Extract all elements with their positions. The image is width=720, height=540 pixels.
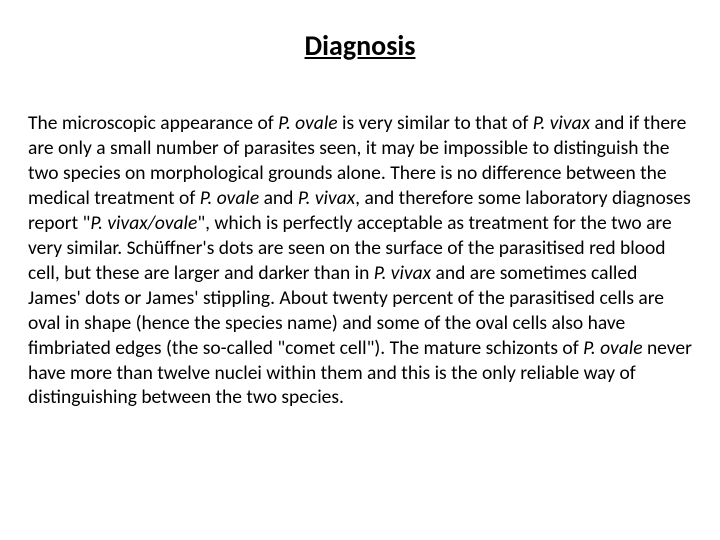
body-text-1: is very similar to that of bbox=[338, 111, 533, 135]
body-text-3: and bbox=[259, 186, 298, 210]
body-italic-5: P. vivax bbox=[374, 261, 431, 285]
body-italic-3: P. vivax bbox=[298, 186, 355, 210]
body-italic-6: P. ovale bbox=[583, 336, 642, 360]
body-text-0: The microscopic appearance of bbox=[28, 111, 278, 135]
body-italic-1: P. vivax bbox=[533, 111, 590, 135]
slide-title: Diagnosis bbox=[28, 28, 692, 63]
body-italic-4: P. vivax/ovale bbox=[90, 211, 197, 235]
slide-container: Diagnosis The microscopic appearance of … bbox=[0, 0, 720, 540]
body-italic-2: P. ovale bbox=[200, 186, 259, 210]
body-italic-0: P. ovale bbox=[278, 111, 337, 135]
slide-body: The microscopic appearance of P. ovale i… bbox=[28, 111, 692, 410]
